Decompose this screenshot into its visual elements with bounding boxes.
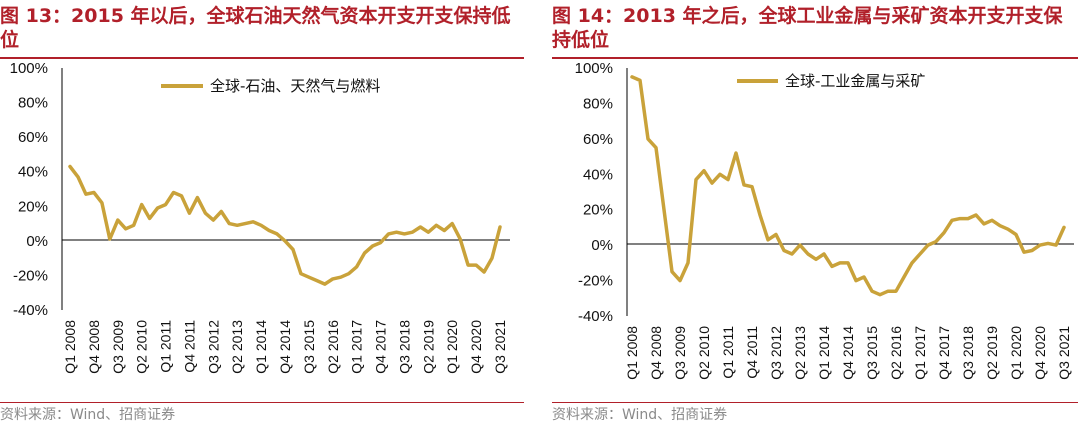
- x-tick-label: Q1 2011: [720, 326, 736, 379]
- footer-rule: [552, 402, 1078, 403]
- x-tick-label: Q3 2015: [864, 326, 880, 380]
- y-tick-label: -40%: [13, 302, 48, 319]
- x-tick-label: Q4 2008: [648, 326, 664, 380]
- source-note: 资料来源：Wind、招商证券: [0, 407, 176, 423]
- x-tick-label: Q4 2017: [936, 326, 952, 380]
- x-tick-label: Q4 2017: [373, 320, 389, 374]
- x-tick-label: Q2 2010: [696, 326, 712, 380]
- x-tick-label: Q1 2017: [349, 320, 365, 374]
- x-tick-label: Q2 2016: [325, 320, 341, 374]
- x-tick-label: Q3 2009: [110, 320, 126, 374]
- x-tick-label: Q3 2012: [205, 320, 221, 374]
- y-tick-label: 80%: [583, 95, 613, 112]
- x-tick-label: Q3 2012: [768, 326, 784, 380]
- source-note: 资料来源：Wind、招商证券: [552, 407, 728, 423]
- series-line: [630, 75, 1066, 297]
- x-tick-label: Q4 2020: [1032, 326, 1048, 380]
- y-tick-label: -20%: [578, 273, 613, 290]
- x-tick-label: Q1 2014: [253, 320, 269, 374]
- x-tick-label: Q1 2017: [912, 326, 928, 380]
- x-tick-label: Q1 2008: [624, 326, 640, 380]
- x-tick-label: Q4 2014: [277, 320, 293, 374]
- y-tick-label: -40%: [578, 308, 613, 325]
- y-tick-label: 20%: [18, 198, 48, 215]
- x-tick-label: Q2 2016: [888, 326, 904, 380]
- y-tick-label: 0%: [26, 233, 48, 250]
- y-tick-label: 40%: [18, 164, 48, 181]
- y-tick-label: 0%: [591, 237, 613, 254]
- x-tick-label: Q3 2018: [960, 326, 976, 380]
- x-tick-label: Q4 2011: [181, 320, 197, 373]
- y-tick-label: 60%: [583, 131, 613, 148]
- chart-panel-right: 图 14：2013 年之后，全球工业金属与采矿资本开支开支保持低位 100% 80…: [552, 0, 1080, 427]
- x-tick-label: Q3 2018: [396, 320, 412, 374]
- x-tick-label: Q2 2019: [420, 320, 436, 374]
- series-line: [68, 164, 502, 286]
- x-tick-label: Q1 2011: [158, 320, 174, 373]
- title-rule: [552, 57, 1078, 59]
- x-tick-label: Q4 2020: [468, 320, 484, 374]
- title-rule: [0, 57, 524, 59]
- x-tick-label: Q2 2010: [134, 320, 150, 374]
- x-tick-label: Q1 2020: [444, 320, 460, 374]
- x-tick-label: Q4 2014: [840, 326, 856, 380]
- x-tick-label: Q3 2015: [301, 320, 317, 374]
- x-tick-label: Q1 2008: [62, 320, 78, 374]
- x-tick-label: Q1 2014: [816, 326, 832, 380]
- x-tick-label: Q2 2013: [229, 320, 245, 374]
- x-tick-label: Q4 2008: [86, 320, 102, 374]
- y-tick-label: 100%: [575, 60, 613, 77]
- y-tick-label: 20%: [583, 202, 613, 219]
- x-tick-label: Q2 2019: [984, 326, 1000, 380]
- y-tick-label: 80%: [18, 95, 48, 112]
- x-tick-label: Q3 2021: [1056, 326, 1072, 380]
- x-tick-label: Q4 2011: [744, 326, 760, 379]
- legend-label: 全球-工业金属与采矿: [785, 72, 925, 90]
- x-tick-label: Q3 2021: [492, 320, 508, 374]
- figure-title: 图 14：2013 年之后，全球工业金属与采矿资本开支开支保持低位: [552, 5, 1063, 51]
- y-tick-label: 40%: [583, 166, 613, 183]
- x-tick-label: Q1 2020: [1008, 326, 1024, 380]
- x-tick-label: Q3 2009: [672, 326, 688, 380]
- footer-rule: [0, 402, 524, 403]
- figure-title: 图 13：2015 年以后，全球石油天然气资本开支开支保持低位: [0, 5, 511, 51]
- y-tick-label: 60%: [18, 129, 48, 146]
- legend-label: 全球-石油、天然气与燃料: [210, 77, 380, 95]
- chart-panel-left: 图 13：2015 年以后，全球石油天然气资本开支开支保持低位 100% 80% 6…: [0, 0, 528, 427]
- y-tick-label: -20%: [13, 267, 48, 284]
- x-tick-label: Q2 2013: [792, 326, 808, 380]
- line-chart: 100% 80% 60% 40% 20% 0% -20% -40% Q1 2008 Q4 200…: [10, 60, 510, 374]
- y-tick-label: 100%: [10, 60, 48, 77]
- line-chart: 100% 80% 60% 40% 20% 0% -20% -40% Q1 2008 Q4 200…: [575, 60, 1074, 380]
